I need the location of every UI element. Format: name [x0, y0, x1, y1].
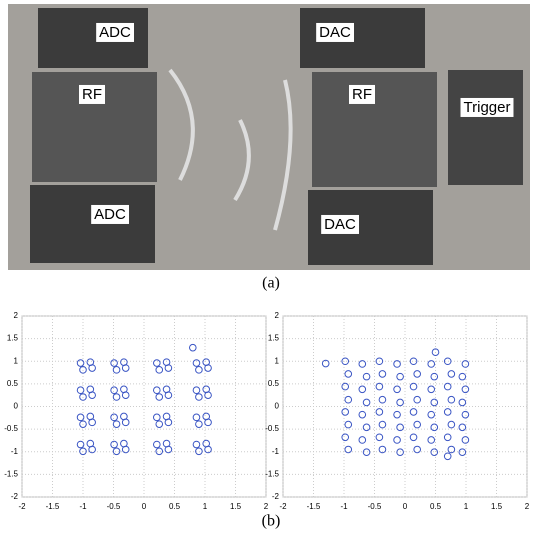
photo-label: ADC [94, 206, 126, 223]
y-tick-label: 1.5 [7, 334, 19, 343]
x-tick-label: -0.5 [368, 502, 382, 511]
x-tick-label: 1.5 [230, 502, 242, 511]
y-tick-label: 2 [14, 311, 19, 320]
x-tick-label: -1 [340, 502, 348, 511]
x-tick-label: 1 [464, 502, 469, 511]
y-tick-label: 0.5 [7, 379, 19, 388]
caption: (b) [262, 513, 281, 530]
x-tick-label: 0.5 [169, 502, 181, 511]
y-tick-label: -1 [11, 447, 19, 456]
y-tick-label: 0 [275, 402, 280, 411]
y-tick-label: -0.5 [265, 424, 279, 433]
y-tick-label: 0 [14, 402, 19, 411]
y-tick-label: -1.5 [4, 469, 18, 478]
x-tick-label: -0.5 [107, 502, 121, 511]
photo-label: RF [352, 86, 372, 103]
x-tick-label: 2 [264, 502, 269, 511]
y-tick-label: -1 [272, 447, 280, 456]
y-tick-label: -1.5 [265, 469, 279, 478]
figure: ADC DAC RF RF Trigger ADC DAC -2 -1.5 -1 -0.5 0 0.5… [0, 0, 536, 535]
y-tick-label: -2 [272, 492, 280, 501]
x-tick-label: 2 [525, 502, 530, 511]
photo-label: DAC [324, 216, 356, 233]
y-tick-label: 2 [275, 311, 280, 320]
x-tick-label: -2 [18, 502, 26, 511]
photo-label: RF [82, 86, 102, 103]
x-tick-label: 1.5 [491, 502, 503, 511]
x-tick-label: -1 [79, 502, 87, 511]
photo-label: Trigger [464, 99, 511, 116]
x-tick-label: 1 [203, 502, 208, 511]
y-tick-label: 1.5 [268, 334, 280, 343]
y-tick-label: 0.5 [268, 379, 280, 388]
board [30, 185, 155, 263]
caption: (a) [262, 275, 280, 292]
y-tick-label: 1 [14, 356, 19, 365]
x-tick-label: -1.5 [46, 502, 60, 511]
board [448, 70, 523, 185]
photo-label: ADC [99, 24, 131, 41]
x-tick-label: 0 [142, 502, 147, 511]
x-tick-label: 0.5 [430, 502, 442, 511]
x-tick-label: -1.5 [307, 502, 321, 511]
y-tick-label: -0.5 [4, 424, 18, 433]
x-tick-label: 0 [403, 502, 408, 511]
photo-label: DAC [319, 24, 351, 41]
y-tick-label: 1 [275, 356, 280, 365]
y-tick-label: -2 [11, 492, 19, 501]
x-tick-label: -2 [279, 502, 287, 511]
